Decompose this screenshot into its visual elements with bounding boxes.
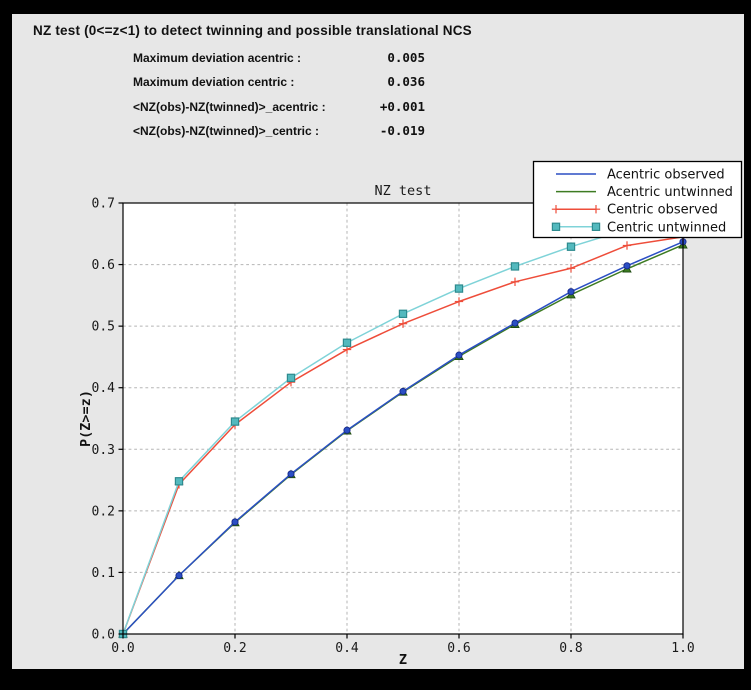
report-panel: NZ test (0<=z<1) to detect twinning and … <box>12 14 744 669</box>
stat-value: 0.005 <box>387 50 425 65</box>
stat-row: Maximum deviation acentric : 0.005 <box>133 50 425 74</box>
stat-value: -0.019 <box>379 122 425 138</box>
stat-row: <NZ(obs)-NZ(twinned)>_acentric : +0.001 <box>133 99 425 123</box>
stat-label: Maximum deviation acentric : <box>133 51 302 65</box>
stat-label: Maximum deviation centric : <box>133 75 295 90</box>
section-title: NZ test (0<=z<1) to detect twinning and … <box>33 23 472 38</box>
stat-row: <NZ(obs)-NZ(twinned)>_centric : -0.019 <box>133 123 425 147</box>
stats-table: Maximum deviation acentric : 0.005 Maxim… <box>133 50 425 147</box>
stat-value: 0.036 <box>387 74 425 90</box>
stat-value: +0.001 <box>379 98 425 114</box>
stat-label: <NZ(obs)-NZ(twinned)>_acentric : <box>133 99 326 114</box>
stat-row: Maximum deviation centric : 0.036 <box>133 74 425 98</box>
stat-label: <NZ(obs)-NZ(twinned)>_centric : <box>133 123 320 138</box>
